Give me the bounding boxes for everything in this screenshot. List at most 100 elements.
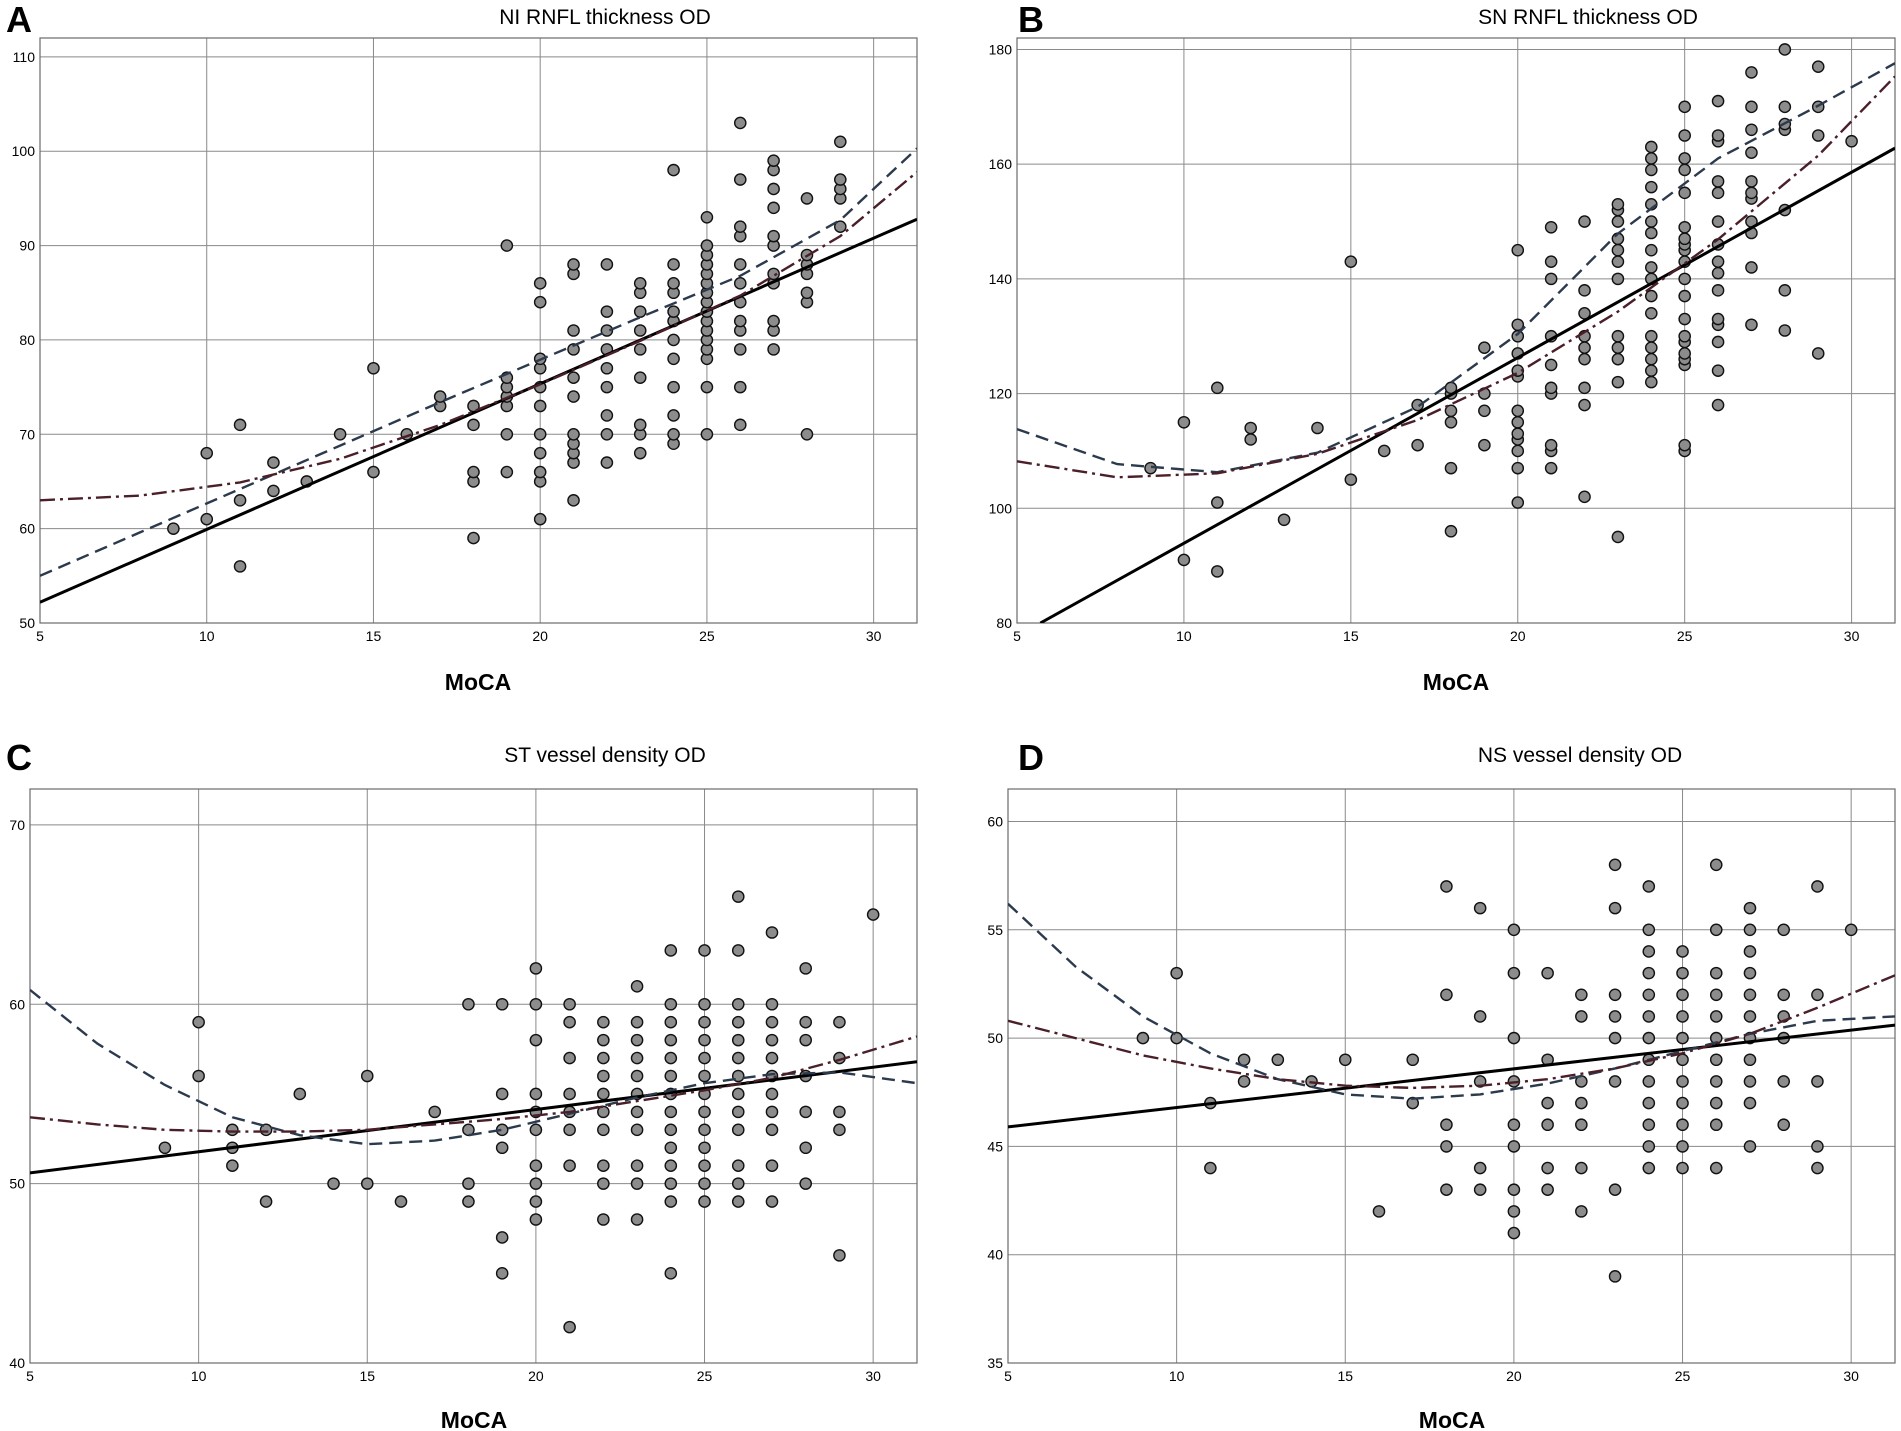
data-point <box>597 1015 610 1029</box>
y-tick-label: 40 <box>987 1247 1003 1263</box>
data-point <box>1211 565 1224 578</box>
data-point <box>630 1033 644 1047</box>
data-point <box>698 997 711 1011</box>
data-point <box>1709 966 1723 980</box>
x-tick-label: 30 <box>865 1368 881 1384</box>
data-point <box>597 1159 610 1172</box>
data-point <box>1277 513 1291 527</box>
data-point <box>698 1015 711 1029</box>
data-point <box>167 522 180 535</box>
x-tick-label: 30 <box>1843 1368 1859 1384</box>
data-point <box>462 997 475 1011</box>
data-point <box>1170 1031 1183 1045</box>
data-point <box>733 343 747 356</box>
data-point <box>1541 1161 1554 1175</box>
data-point <box>1511 318 1525 332</box>
data-point <box>799 1141 813 1155</box>
data-point <box>533 277 547 290</box>
data-point <box>1745 261 1758 274</box>
x-tick-label: 10 <box>1169 1368 1185 1384</box>
data-point <box>1811 347 1825 360</box>
data-point <box>1377 444 1391 458</box>
data-point <box>500 465 514 479</box>
panel-letter: B <box>1018 0 1044 40</box>
data-point <box>1644 243 1658 257</box>
data-point <box>529 1033 543 1047</box>
data-point <box>1507 1205 1521 1218</box>
y-tick-label: 50 <box>987 1030 1003 1046</box>
data-point <box>1644 341 1658 355</box>
data-point <box>1778 100 1792 114</box>
data-point <box>1777 1118 1791 1132</box>
data-point <box>563 1320 576 1334</box>
data-point <box>1411 398 1424 412</box>
data-point <box>1777 988 1791 1002</box>
data-point <box>664 1159 678 1172</box>
data-point <box>533 465 547 479</box>
data-point <box>667 380 680 394</box>
data-point <box>1544 272 1558 286</box>
x-axis-label: MoCA <box>445 669 511 695</box>
data-point <box>1444 524 1458 538</box>
data-point <box>1709 923 1723 937</box>
data-point <box>233 418 247 432</box>
data-point <box>1678 347 1691 360</box>
data-point <box>1411 438 1424 452</box>
data-point <box>192 1069 205 1083</box>
data-point <box>833 1015 846 1029</box>
chart-title: SN RNFL thickness OD <box>1478 6 1698 29</box>
x-tick-label: 30 <box>866 628 882 644</box>
data-point <box>1511 404 1525 418</box>
scatter-points <box>1136 858 1858 1283</box>
data-point <box>664 1033 678 1047</box>
data-point <box>1544 438 1558 452</box>
data-point <box>799 1033 813 1047</box>
data-point <box>1709 1161 1723 1175</box>
data-point <box>698 1177 711 1190</box>
data-point <box>834 173 847 186</box>
data-point <box>1743 966 1757 980</box>
fit-line-cubic <box>30 1035 917 1133</box>
data-point <box>1743 945 1757 958</box>
data-point <box>731 1087 745 1101</box>
x-tick-label: 15 <box>1337 1368 1353 1384</box>
data-point <box>563 1123 576 1137</box>
plot-frame <box>1016 37 1896 624</box>
data-point <box>833 1249 846 1262</box>
data-point <box>267 484 280 498</box>
fit-line-linear <box>1039 146 1895 623</box>
data-point <box>1544 461 1558 475</box>
data-point <box>563 1015 576 1029</box>
data-point <box>567 427 580 441</box>
data-point <box>600 258 614 271</box>
data-point <box>200 446 214 460</box>
data-point <box>1440 880 1453 893</box>
x-tick-label: 20 <box>1510 628 1526 644</box>
data-point <box>1578 284 1591 297</box>
data-point <box>667 333 680 347</box>
data-point <box>1642 1010 1656 1023</box>
data-point <box>600 324 614 337</box>
data-point <box>1511 427 1525 441</box>
x-tick-label: 25 <box>1677 628 1693 644</box>
data-point <box>563 997 576 1011</box>
y-tick-label: 60 <box>19 521 35 537</box>
data-point <box>1678 312 1691 326</box>
data-point <box>765 1015 779 1029</box>
data-point <box>1745 123 1758 137</box>
data-point <box>765 1123 779 1137</box>
data-point <box>1709 988 1723 1002</box>
data-point <box>698 1123 711 1137</box>
data-point <box>733 314 747 328</box>
data-point <box>698 1105 711 1119</box>
y-tick-label: 180 <box>989 41 1013 57</box>
data-point <box>630 1123 644 1137</box>
data-point <box>767 182 780 196</box>
data-point <box>664 1267 678 1280</box>
panel-letter: C <box>6 737 32 778</box>
data-point <box>1743 901 1757 915</box>
data-point <box>1777 923 1791 937</box>
x-axis-label: MoCA <box>441 1407 507 1431</box>
data-point <box>367 361 380 375</box>
data-point <box>533 427 547 441</box>
